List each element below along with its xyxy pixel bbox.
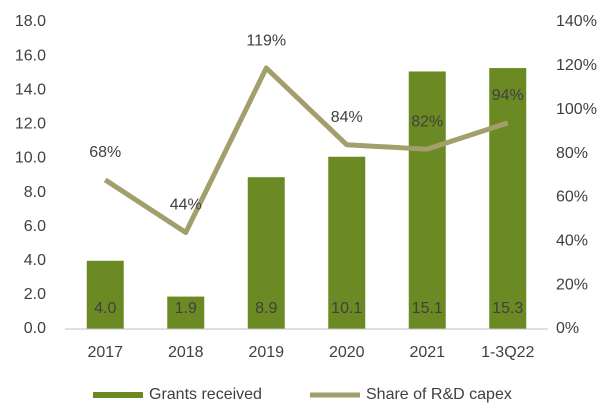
bar bbox=[328, 156, 366, 329]
y2-tick-label: 0% bbox=[556, 320, 579, 337]
bar-value-label: 8.9 bbox=[255, 300, 277, 317]
bar bbox=[86, 260, 124, 329]
bar-value-label: 15.3 bbox=[492, 300, 523, 317]
bar bbox=[489, 68, 527, 330]
bar-value-label: 1.9 bbox=[175, 300, 197, 317]
y-tick-label: 18.0 bbox=[15, 13, 46, 30]
line-value-label: 84% bbox=[331, 109, 363, 126]
x-tick-label: 2020 bbox=[329, 344, 365, 361]
y2-tick-label: 60% bbox=[556, 189, 588, 206]
bar bbox=[247, 177, 285, 329]
x-tick-label: 1-3Q22 bbox=[481, 344, 534, 361]
legend-swatch bbox=[93, 392, 143, 398]
x-tick-label: 2017 bbox=[87, 344, 123, 361]
y-tick-label: 10.0 bbox=[15, 150, 46, 167]
line-value-label: 119% bbox=[246, 32, 286, 49]
legend-label: Grants received bbox=[149, 386, 262, 403]
y2-tick-label: 80% bbox=[556, 145, 588, 162]
y2-tick-label: 100% bbox=[556, 101, 597, 118]
bar-value-label: 15.1 bbox=[412, 300, 443, 317]
y-tick-label: 4.0 bbox=[24, 252, 46, 269]
bar-value-label: 10.1 bbox=[331, 300, 362, 317]
line-value-label: 68% bbox=[89, 144, 121, 161]
x-tick-label: 2018 bbox=[168, 344, 204, 361]
y-tick-label: 8.0 bbox=[24, 184, 46, 201]
bar bbox=[167, 296, 205, 329]
y-tick-label: 6.0 bbox=[24, 218, 46, 235]
line-value-label: 82% bbox=[411, 113, 443, 130]
line-value-label: 44% bbox=[170, 197, 202, 214]
y-tick-label: 12.0 bbox=[15, 116, 46, 133]
x-tick-label: 2021 bbox=[409, 344, 445, 361]
y2-tick-label: 40% bbox=[556, 233, 588, 250]
y-tick-label: 14.0 bbox=[15, 81, 46, 98]
line bbox=[103, 65, 509, 236]
y-tick-label: 0.0 bbox=[24, 320, 46, 337]
x-tick-label: 2019 bbox=[248, 344, 284, 361]
y2-tick-label: 20% bbox=[556, 276, 588, 293]
line-value-label: 94% bbox=[492, 87, 524, 104]
y2-tick-label: 120% bbox=[556, 57, 597, 74]
legend-label: Share of R&D capex bbox=[366, 386, 512, 403]
y-tick-label: 2.0 bbox=[24, 286, 46, 303]
bar bbox=[408, 71, 446, 329]
y2-tick-label: 140% bbox=[556, 13, 597, 30]
y-tick-label: 16.0 bbox=[15, 47, 46, 64]
bar-value-label: 4.0 bbox=[94, 300, 116, 317]
